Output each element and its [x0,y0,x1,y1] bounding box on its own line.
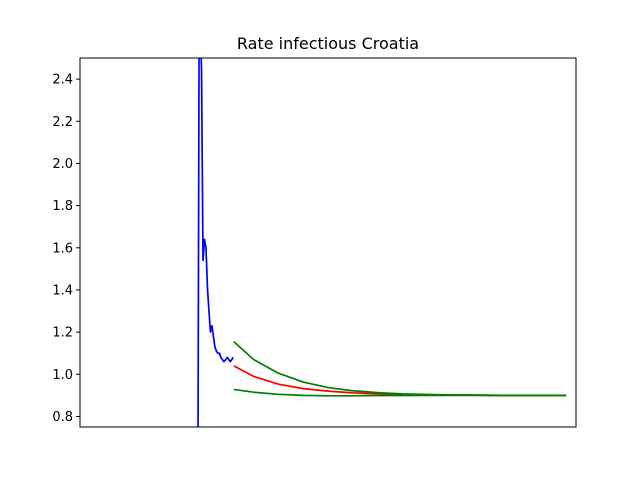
y-tick-label: 1.6 [52,241,73,256]
series-line-2 [233,365,567,397]
y-tick-label: 1.0 [52,368,73,383]
series-line-4 [233,388,567,397]
y-axis: 0.8 1.0 1.2 1.4 1.6 1.8 2.0 2.2 2.4 [52,73,80,425]
chart-title: Rate infectious Croatia [237,34,419,53]
plot-frame [79,57,577,428]
series-line-3 [233,340,567,397]
series-line-1 [197,58,234,427]
y-tick-label: 2.4 [52,73,73,88]
y-tick-label: 1.2 [52,326,73,341]
y-tick-label: 0.8 [52,410,73,425]
y-tick-label: 1.4 [52,283,73,298]
y-tick-label: 1.8 [52,199,73,214]
y-tick-label: 2.0 [52,157,73,172]
y-tick-label: 2.2 [52,115,73,130]
series-layer [197,58,567,427]
